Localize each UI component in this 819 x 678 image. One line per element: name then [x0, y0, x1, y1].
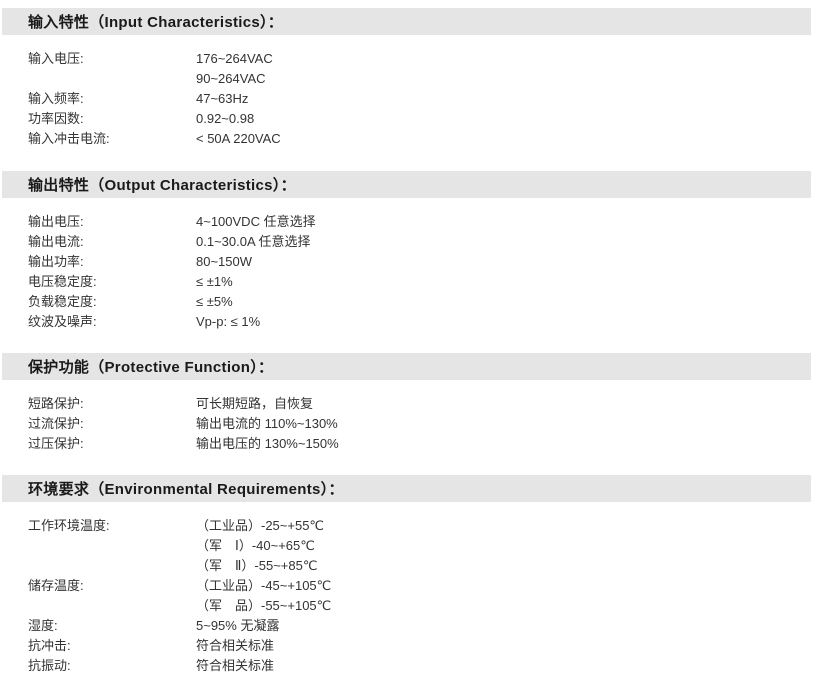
section-title: 输出特性（Output Characteristics）： — [28, 177, 296, 194]
spec-row: 输入冲击电流: < 50A 220VAC — [28, 129, 819, 149]
spec-value-line: （军 Ⅰ）-40~+65℃ — [196, 538, 315, 553]
spec-values: < 50A 220VAC — [196, 129, 819, 149]
spec-row: 输出功率: 80~150W — [28, 252, 819, 272]
spec-row: 抗振动: 符合相关标准 — [28, 656, 819, 676]
spec-value-line: 可长期短路，自恢复 — [196, 396, 314, 411]
spec-label: 过流保护: — [28, 416, 84, 431]
spec-row: 输入电压: 176~264VAC 90~264VAC — [28, 49, 819, 89]
spec-row: 输出电压: 4~100VDC 任意选择 — [28, 212, 819, 232]
section-output-characteristics: 输出特性（Output Characteristics）： 输出电压: 4~10… — [0, 171, 819, 332]
spec-values: 47~63Hz — [196, 89, 819, 109]
spec-label: 短路保护: — [28, 396, 84, 411]
spec-value-line: （工业品）-25~+55℃ — [196, 518, 325, 533]
spec-value-line: ≤ ±5% — [196, 294, 233, 309]
section-title: 保护功能（Protective Function）： — [28, 359, 274, 376]
section-protective-function: 保护功能（Protective Function）： 短路保护: 可长期短路，自… — [0, 353, 819, 454]
spec-label: 负载稳定度: — [28, 294, 97, 309]
spec-row: 过压保护: 输出电压的 130%~150% — [28, 434, 819, 454]
spec-values: （工业品）-45~+105℃ （军 品）-55~+105℃ — [196, 576, 819, 616]
spec-label: 储存温度: — [28, 578, 84, 593]
spec-value-line: 0.1~30.0A 任意选择 — [196, 234, 311, 249]
spec-label: 湿度: — [28, 618, 58, 633]
spec-label: 输出功率: — [28, 254, 84, 269]
section-rows: 输入电压: 176~264VAC 90~264VAC 输入频率: 47~63Hz … — [0, 49, 819, 149]
spec-values: 符合相关标准 — [196, 636, 819, 656]
spec-row: 输入频率: 47~63Hz — [28, 89, 819, 109]
spec-label: 输入冲击电流: — [28, 131, 110, 146]
spec-values: 80~150W — [196, 252, 819, 272]
spec-values: 5~95% 无凝露 — [196, 616, 819, 636]
spec-values: ≤ ±1% — [196, 272, 819, 292]
spec-label: 输入电压: — [28, 51, 84, 66]
spec-label: 抗冲击: — [28, 638, 71, 653]
spec-value-line: 5~95% 无凝露 — [196, 618, 280, 633]
spec-row: 短路保护: 可长期短路，自恢复 — [28, 394, 819, 414]
section-input-characteristics: 输入特性（Input Characteristics）： 输入电压: 176~2… — [0, 8, 819, 149]
spec-value-line: 输出电压的 130%~150% — [196, 436, 339, 451]
section-title: 环境要求（Environmental Requirements）： — [28, 481, 344, 498]
spec-label: 输入频率: — [28, 91, 84, 106]
spec-values: 输出电流的 110%~130% — [196, 414, 819, 434]
spec-value-line: （军 Ⅱ）-55~+85℃ — [196, 558, 318, 573]
spec-value-line: 符合相关标准 — [196, 638, 275, 653]
spec-value-line: 176~264VAC — [196, 51, 273, 66]
spec-row: 电压稳定度: ≤ ±1% — [28, 272, 819, 292]
spec-value-line: < 50A 220VAC — [196, 131, 281, 146]
spec-values: 0.92~0.98 — [196, 109, 819, 129]
section-header-bar: 保护功能（Protective Function）： — [2, 353, 811, 380]
section-header-bar: 环境要求（Environmental Requirements）： — [2, 475, 811, 502]
spec-value-line: （工业品）-45~+105℃ — [196, 578, 332, 593]
spec-values: 4~100VDC 任意选择 — [196, 212, 819, 232]
spec-value-line: 符合相关标准 — [196, 658, 275, 673]
spec-values: Vp-p: ≤ 1% — [196, 312, 819, 332]
spec-values: 176~264VAC 90~264VAC — [196, 49, 819, 89]
spec-value-line: ≤ ±1% — [196, 274, 233, 289]
spec-row: 过流保护: 输出电流的 110%~130% — [28, 414, 819, 434]
section-header-bar: 输入特性（Input Characteristics）： — [2, 8, 811, 35]
spec-value-line: Vp-p: ≤ 1% — [196, 314, 261, 329]
spec-label: 输出电流: — [28, 234, 84, 249]
spec-row: 输出电流: 0.1~30.0A 任意选择 — [28, 232, 819, 252]
section-rows: 输出电压: 4~100VDC 任意选择 输出电流: 0.1~30.0A 任意选择… — [0, 212, 819, 332]
spec-values: 符合相关标准 — [196, 656, 819, 676]
section-rows: 短路保护: 可长期短路，自恢复 过流保护: 输出电流的 110%~130% 过压… — [0, 394, 819, 454]
spec-row: 功率因数: 0.92~0.98 — [28, 109, 819, 129]
spec-row: 负载稳定度: ≤ ±5% — [28, 292, 819, 312]
spec-label: 工作环境温度: — [28, 518, 110, 533]
spec-label: 功率因数: — [28, 111, 84, 126]
spec-row: 抗冲击: 符合相关标准 — [28, 636, 819, 656]
spec-value-line: 80~150W — [196, 254, 253, 269]
spec-label: 纹波及噪声: — [28, 314, 97, 329]
spec-label: 过压保护: — [28, 436, 84, 451]
spec-row: 湿度: 5~95% 无凝露 — [28, 616, 819, 636]
spec-label: 电压稳定度: — [28, 274, 97, 289]
spec-label: 抗振动: — [28, 658, 71, 673]
spec-value-line: 输出电流的 110%~130% — [196, 416, 338, 431]
spec-label: 输出电压: — [28, 214, 84, 229]
spec-row: 纹波及噪声: Vp-p: ≤ 1% — [28, 312, 819, 332]
spec-row: 工作环境温度: （工业品）-25~+55℃ （军 Ⅰ）-40~+65℃ （军 Ⅱ）-… — [28, 516, 819, 576]
section-rows: 工作环境温度: （工业品）-25~+55℃ （军 Ⅰ）-40~+65℃ （军 Ⅱ）-… — [0, 516, 819, 676]
section-title: 输入特性（Input Characteristics）： — [28, 14, 284, 31]
spec-row: 储存温度: （工业品）-45~+105℃ （军 品）-55~+105℃ — [28, 576, 819, 616]
spec-value-line: 47~63Hz — [196, 91, 249, 106]
spec-value-line: 4~100VDC 任意选择 — [196, 214, 316, 229]
spec-values: （工业品）-25~+55℃ （军 Ⅰ）-40~+65℃ （军 Ⅱ）-55~+85℃ — [196, 516, 819, 576]
section-header-bar: 输出特性（Output Characteristics）： — [2, 171, 811, 198]
section-environmental-requirements: 环境要求（Environmental Requirements）： 工作环境温度… — [0, 475, 819, 676]
spec-values: ≤ ±5% — [196, 292, 819, 312]
spec-values: 输出电压的 130%~150% — [196, 434, 819, 454]
spec-values: 可长期短路，自恢复 — [196, 394, 819, 414]
spec-value-line: 90~264VAC — [196, 71, 266, 86]
spec-value-line: 0.92~0.98 — [196, 111, 255, 126]
spec-value-line: （军 品）-55~+105℃ — [196, 598, 332, 613]
spec-values: 0.1~30.0A 任意选择 — [196, 232, 819, 252]
